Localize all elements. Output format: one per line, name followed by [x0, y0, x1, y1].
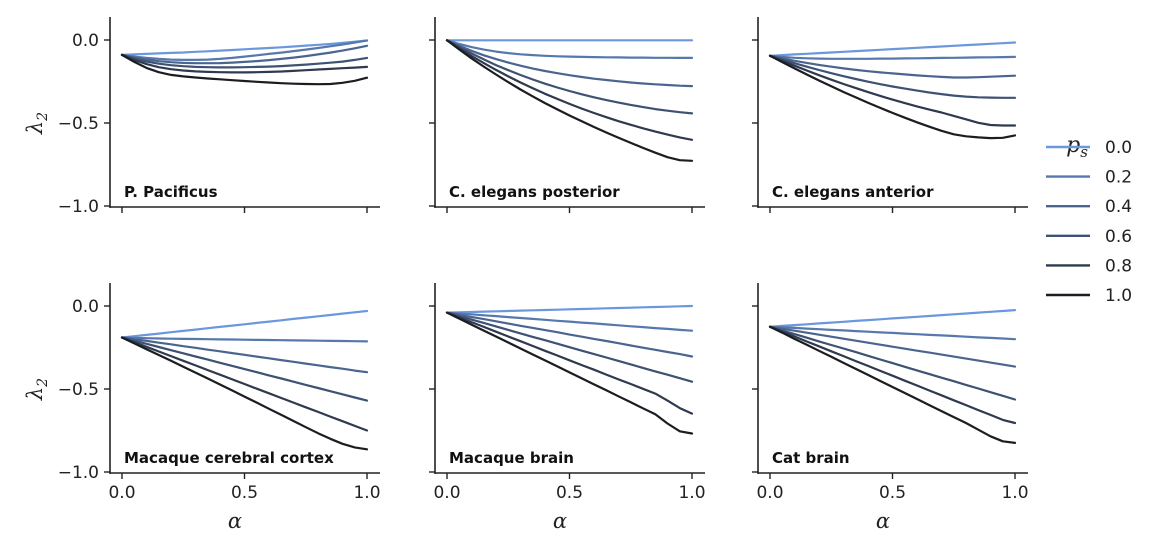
- x-tick-label: 0.0: [433, 483, 460, 503]
- y-tick-label: −1.0: [58, 197, 99, 217]
- y-tick-label: 0.0: [72, 31, 99, 51]
- panel: C. elegans posterior: [429, 17, 705, 213]
- x-axis-title: α: [876, 509, 890, 533]
- legend-label: 0.8: [1105, 256, 1132, 276]
- series-line: [768, 325, 1017, 444]
- series-line: [120, 309, 369, 339]
- panel: C. elegans anterior: [752, 17, 1028, 213]
- series-line: [768, 54, 1017, 140]
- x-tick-label: 0.5: [556, 483, 583, 503]
- panel-label: C. elegans anterior: [772, 183, 934, 201]
- x-tick-label: 0.5: [879, 483, 906, 503]
- legend-label: 0.4: [1105, 197, 1132, 217]
- panel: 0.0 −0.5 −1.0 0.0 0.5 1.0 λ2 α Macaque cerebral …: [23, 283, 381, 533]
- legend-item: 0.6: [1046, 227, 1132, 247]
- series-line: [445, 311, 694, 358]
- panel-label: Cat brain: [772, 449, 850, 467]
- panels-group: 0.0 −0.5 −1.0 λ2 P. Pacificus C. elegans post…: [23, 17, 1029, 533]
- legend-label: 1.0: [1105, 286, 1132, 306]
- series-line: [445, 311, 694, 415]
- legend-item: 1.0: [1046, 286, 1132, 306]
- series-line: [445, 39, 694, 59]
- series-line: [768, 309, 1017, 328]
- series-line: [768, 54, 1017, 60]
- series-line: [445, 39, 694, 162]
- series-line: [445, 39, 694, 115]
- series-line: [120, 53, 369, 86]
- y-axis-title: λ2: [23, 378, 51, 401]
- series-line: [120, 53, 369, 69]
- panel: 0.0 0.5 1.0 α Cat brain: [752, 283, 1029, 533]
- x-tick-label: 0.0: [756, 483, 783, 503]
- series-line: [768, 54, 1017, 79]
- y-tick-label: 0.0: [72, 297, 99, 317]
- x-tick-label: 0.5: [231, 483, 258, 503]
- x-tick-label: 1.0: [1001, 483, 1028, 503]
- x-tick-label: 1.0: [678, 483, 705, 503]
- legend-title: ps: [1066, 133, 1088, 161]
- legend-label: 0.0: [1105, 138, 1132, 158]
- x-axis-title: α: [553, 509, 567, 533]
- legend-item: 0.8: [1046, 256, 1132, 276]
- series-line: [768, 325, 1017, 341]
- series-line: [120, 336, 369, 451]
- series-line: [445, 311, 694, 383]
- series-line: [445, 311, 694, 435]
- series-line: [768, 325, 1017, 401]
- series-line: [768, 325, 1017, 425]
- series-line: [120, 336, 369, 374]
- legend-label: 0.2: [1105, 168, 1132, 188]
- panel-label: C. elegans posterior: [449, 183, 620, 201]
- legend: ps 0.0 0.2 0.4 0.6 0.8 1.0: [1046, 133, 1132, 306]
- panel-label: Macaque cerebral cortex: [124, 449, 334, 467]
- series-line: [768, 325, 1017, 368]
- series-line: [768, 41, 1017, 57]
- series-line: [445, 304, 694, 314]
- y-tick-label: −1.0: [58, 463, 99, 483]
- legend-label: 0.6: [1105, 227, 1132, 247]
- series-line: [120, 336, 369, 343]
- x-tick-label: 1.0: [353, 483, 380, 503]
- series-line: [768, 54, 1017, 127]
- series-line: [445, 39, 694, 141]
- series-line: [120, 39, 369, 56]
- panel-label: P. Pacificus: [124, 183, 218, 201]
- legend-item: 0.4: [1046, 197, 1132, 217]
- series-line: [445, 39, 694, 88]
- panel: 0.0 −0.5 −1.0 λ2 P. Pacificus: [23, 17, 380, 217]
- legend-item: 0.2: [1046, 168, 1132, 188]
- series-line: [120, 336, 369, 402]
- y-tick-label: −0.5: [58, 380, 99, 400]
- panel: 0.0 0.5 1.0 α Macaque brain: [429, 283, 706, 533]
- legend-item: 0.0: [1046, 138, 1132, 158]
- y-axis-title: λ2: [23, 112, 51, 135]
- series-line: [120, 336, 369, 432]
- series-line: [120, 39, 369, 61]
- series-line: [768, 54, 1017, 99]
- series-line: [445, 311, 694, 332]
- series-line: [120, 44, 369, 65]
- panel-label: Macaque brain: [449, 449, 574, 467]
- series-line: [120, 53, 369, 74]
- x-tick-label: 0.0: [108, 483, 135, 503]
- x-axis-title: α: [228, 509, 242, 533]
- y-tick-label: −0.5: [58, 114, 99, 134]
